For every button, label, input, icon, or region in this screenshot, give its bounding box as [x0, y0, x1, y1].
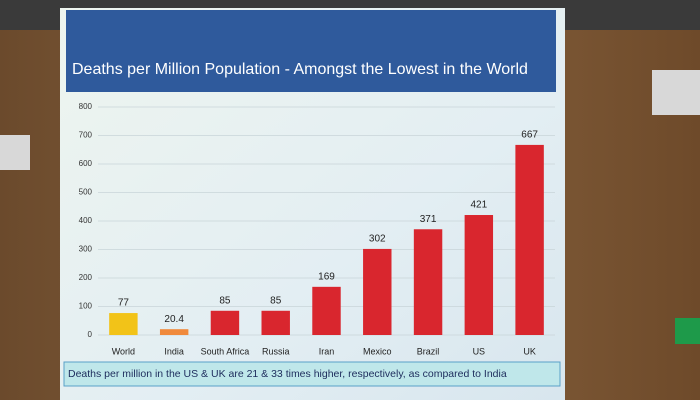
- bar: [413, 229, 443, 335]
- x-tick-label: Mexico: [363, 346, 392, 356]
- bar: [515, 144, 544, 335]
- x-tick-label: UK: [523, 346, 536, 356]
- exit-sign: [675, 318, 700, 344]
- y-tick-label: 500: [79, 188, 93, 197]
- title-bar: [66, 10, 556, 92]
- y-tick-label: 400: [79, 216, 93, 225]
- value-label: 371: [420, 214, 437, 225]
- value-label: 85: [219, 295, 231, 306]
- x-tick-label: Iran: [319, 346, 335, 356]
- bar: [261, 310, 290, 335]
- bar: [159, 329, 189, 335]
- value-label: 667: [521, 130, 538, 141]
- y-tick-label: 800: [79, 102, 93, 111]
- x-tick-label: Brazil: [417, 346, 440, 356]
- value-label: 85: [270, 295, 282, 306]
- vent: [0, 135, 30, 170]
- bar: [210, 310, 240, 335]
- x-tick-label: Russia: [262, 346, 290, 356]
- value-label: 77: [118, 298, 130, 309]
- x-tick-label: India: [164, 346, 184, 356]
- bar: [464, 215, 494, 335]
- value-label: 421: [470, 200, 487, 211]
- x-tick-label: US: [473, 346, 486, 356]
- y-tick-label: 700: [79, 131, 93, 140]
- chart-title: Deaths per Million Population - Amongst …: [72, 61, 528, 78]
- y-tick-label: 0: [88, 330, 93, 339]
- y-tick-label: 600: [79, 159, 93, 168]
- note-box: [63, 361, 561, 387]
- value-label: 20.4: [164, 314, 184, 325]
- x-tick-label: World: [112, 346, 135, 356]
- bar: [109, 313, 138, 335]
- vent: [652, 70, 700, 115]
- value-label: 169: [318, 271, 335, 282]
- value-label: 302: [369, 234, 386, 245]
- x-tick-label: South Africa: [201, 346, 250, 356]
- y-tick-label: 100: [79, 302, 93, 311]
- y-tick-label: 200: [79, 273, 93, 282]
- y-tick-label: 300: [79, 245, 93, 254]
- bar: [312, 286, 341, 335]
- bar: [363, 248, 392, 335]
- note: Deaths per million in the US & UK are 21…: [68, 368, 507, 380]
